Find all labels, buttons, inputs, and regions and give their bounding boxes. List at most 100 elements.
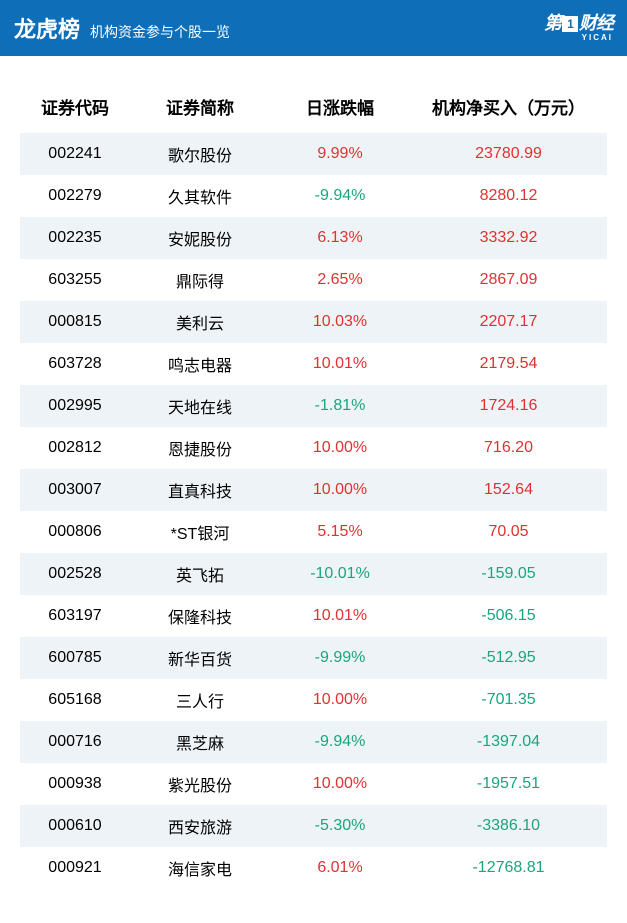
cell-change: -9.94% xyxy=(270,175,410,217)
cell-amount: -3386.10 xyxy=(410,805,607,847)
cell-code: 603255 xyxy=(20,259,130,301)
cell-name: 海信家电 xyxy=(130,847,270,889)
cell-amount: -506.15 xyxy=(410,595,607,637)
cell-name: 恩捷股份 xyxy=(130,427,270,469)
cell-name: 新华百货 xyxy=(130,637,270,679)
col-header-name: 证券简称 xyxy=(130,80,270,133)
cell-code: 000610 xyxy=(20,805,130,847)
cell-amount: -1957.51 xyxy=(410,763,607,805)
cell-name: 黑芝麻 xyxy=(130,721,270,763)
cell-name: 鸣志电器 xyxy=(130,343,270,385)
cell-amount: 70.05 xyxy=(410,511,607,553)
cell-name: 鼎际得 xyxy=(130,259,270,301)
table-row: 002812恩捷股份10.00%716.20 xyxy=(20,427,607,469)
logo-main: 第1财经 xyxy=(544,14,613,32)
cell-code: 000806 xyxy=(20,511,130,553)
cell-code: 002241 xyxy=(20,133,130,175)
table-row: 603197保隆科技10.01%-506.15 xyxy=(20,595,607,637)
table-row: 002528英飞拓-10.01%-159.05 xyxy=(20,553,607,595)
table-row: 000938紫光股份10.00%-1957.51 xyxy=(20,763,607,805)
cell-change: 10.00% xyxy=(270,763,410,805)
cell-amount: -1397.04 xyxy=(410,721,607,763)
cell-change: 10.01% xyxy=(270,343,410,385)
cell-code: 000921 xyxy=(20,847,130,889)
cell-code: 000938 xyxy=(20,763,130,805)
cell-code: 003007 xyxy=(20,469,130,511)
table-row: 000806*ST银河5.15%70.05 xyxy=(20,511,607,553)
table-row: 002241歌尔股份9.99%23780.99 xyxy=(20,133,607,175)
cell-change: -9.99% xyxy=(270,637,410,679)
table-row: 003007直真科技10.00%152.64 xyxy=(20,469,607,511)
cell-change: 2.65% xyxy=(270,259,410,301)
cell-code: 605168 xyxy=(20,679,130,721)
table-row: 605168三人行10.00%-701.35 xyxy=(20,679,607,721)
cell-code: 002995 xyxy=(20,385,130,427)
cell-name: 天地在线 xyxy=(130,385,270,427)
cell-change: -1.81% xyxy=(270,385,410,427)
table-row: 603255鼎际得2.65%2867.09 xyxy=(20,259,607,301)
cell-change: -9.94% xyxy=(270,721,410,763)
cell-code: 002528 xyxy=(20,553,130,595)
cell-code: 603728 xyxy=(20,343,130,385)
cell-amount: 23780.99 xyxy=(410,133,607,175)
cell-amount: 8280.12 xyxy=(410,175,607,217)
cell-code: 603197 xyxy=(20,595,130,637)
cell-change: 10.00% xyxy=(270,679,410,721)
table-row: 000815美利云10.03%2207.17 xyxy=(20,301,607,343)
cell-amount: 2867.09 xyxy=(410,259,607,301)
cell-amount: 716.20 xyxy=(410,427,607,469)
logo-pre: 第 xyxy=(544,13,561,33)
cell-amount: -512.95 xyxy=(410,637,607,679)
cell-amount: 2207.17 xyxy=(410,301,607,343)
table-wrap: 证券代码 证券简称 日涨跌幅 机构净买入（万元） 002241歌尔股份9.99%… xyxy=(0,56,627,899)
cell-name: 直真科技 xyxy=(130,469,270,511)
cell-name: 歌尔股份 xyxy=(130,133,270,175)
cell-amount: 2179.54 xyxy=(410,343,607,385)
logo-box-icon: 1 xyxy=(562,16,578,32)
cell-change: 10.03% xyxy=(270,301,410,343)
cell-change: 10.00% xyxy=(270,427,410,469)
cell-amount: -701.35 xyxy=(410,679,607,721)
cell-change: 9.99% xyxy=(270,133,410,175)
page-container: 龙虎榜 机构资金参与个股一览 第1财经 YICAI 证券代码 证券简称 日涨跌幅… xyxy=(0,0,627,899)
header-title: 龙虎榜 xyxy=(14,12,80,44)
cell-name: 美利云 xyxy=(130,301,270,343)
logo-sub: YICAI xyxy=(582,34,613,42)
cell-name: 西安旅游 xyxy=(130,805,270,847)
table-body: 002241歌尔股份9.99%23780.99002279久其软件-9.94%8… xyxy=(20,133,607,889)
cell-code: 002279 xyxy=(20,175,130,217)
header-bar: 龙虎榜 机构资金参与个股一览 第1财经 YICAI xyxy=(0,0,627,56)
cell-code: 000815 xyxy=(20,301,130,343)
table-head: 证券代码 证券简称 日涨跌幅 机构净买入（万元） xyxy=(20,80,607,133)
cell-name: 久其软件 xyxy=(130,175,270,217)
cell-amount: 3332.92 xyxy=(410,217,607,259)
cell-amount: 1724.16 xyxy=(410,385,607,427)
stock-table: 证券代码 证券简称 日涨跌幅 机构净买入（万元） 002241歌尔股份9.99%… xyxy=(20,80,607,889)
cell-name: 保隆科技 xyxy=(130,595,270,637)
cell-code: 002235 xyxy=(20,217,130,259)
cell-name: 安妮股份 xyxy=(130,217,270,259)
table-row: 000716黑芝麻-9.94%-1397.04 xyxy=(20,721,607,763)
cell-name: 英飞拓 xyxy=(130,553,270,595)
header-subtitle: 机构资金参与个股一览 xyxy=(90,22,230,42)
cell-name: *ST银河 xyxy=(130,511,270,553)
cell-change: 5.15% xyxy=(270,511,410,553)
cell-amount: -159.05 xyxy=(410,553,607,595)
table-row: 002995天地在线-1.81%1724.16 xyxy=(20,385,607,427)
cell-change: 6.01% xyxy=(270,847,410,889)
header-left: 龙虎榜 机构资金参与个股一览 xyxy=(14,12,230,44)
cell-change: -5.30% xyxy=(270,805,410,847)
table-row: 000610西安旅游-5.30%-3386.10 xyxy=(20,805,607,847)
cell-change: 10.01% xyxy=(270,595,410,637)
table-row: 000921海信家电6.01%-12768.81 xyxy=(20,847,607,889)
cell-change: 10.00% xyxy=(270,469,410,511)
cell-code: 600785 xyxy=(20,637,130,679)
table-row: 002279久其软件-9.94%8280.12 xyxy=(20,175,607,217)
cell-name: 紫光股份 xyxy=(130,763,270,805)
col-header-change: 日涨跌幅 xyxy=(270,80,410,133)
cell-name: 三人行 xyxy=(130,679,270,721)
yicai-logo: 第1财经 YICAI xyxy=(544,14,613,42)
table-row: 002235安妮股份6.13%3332.92 xyxy=(20,217,607,259)
cell-change: 6.13% xyxy=(270,217,410,259)
cell-code: 002812 xyxy=(20,427,130,469)
